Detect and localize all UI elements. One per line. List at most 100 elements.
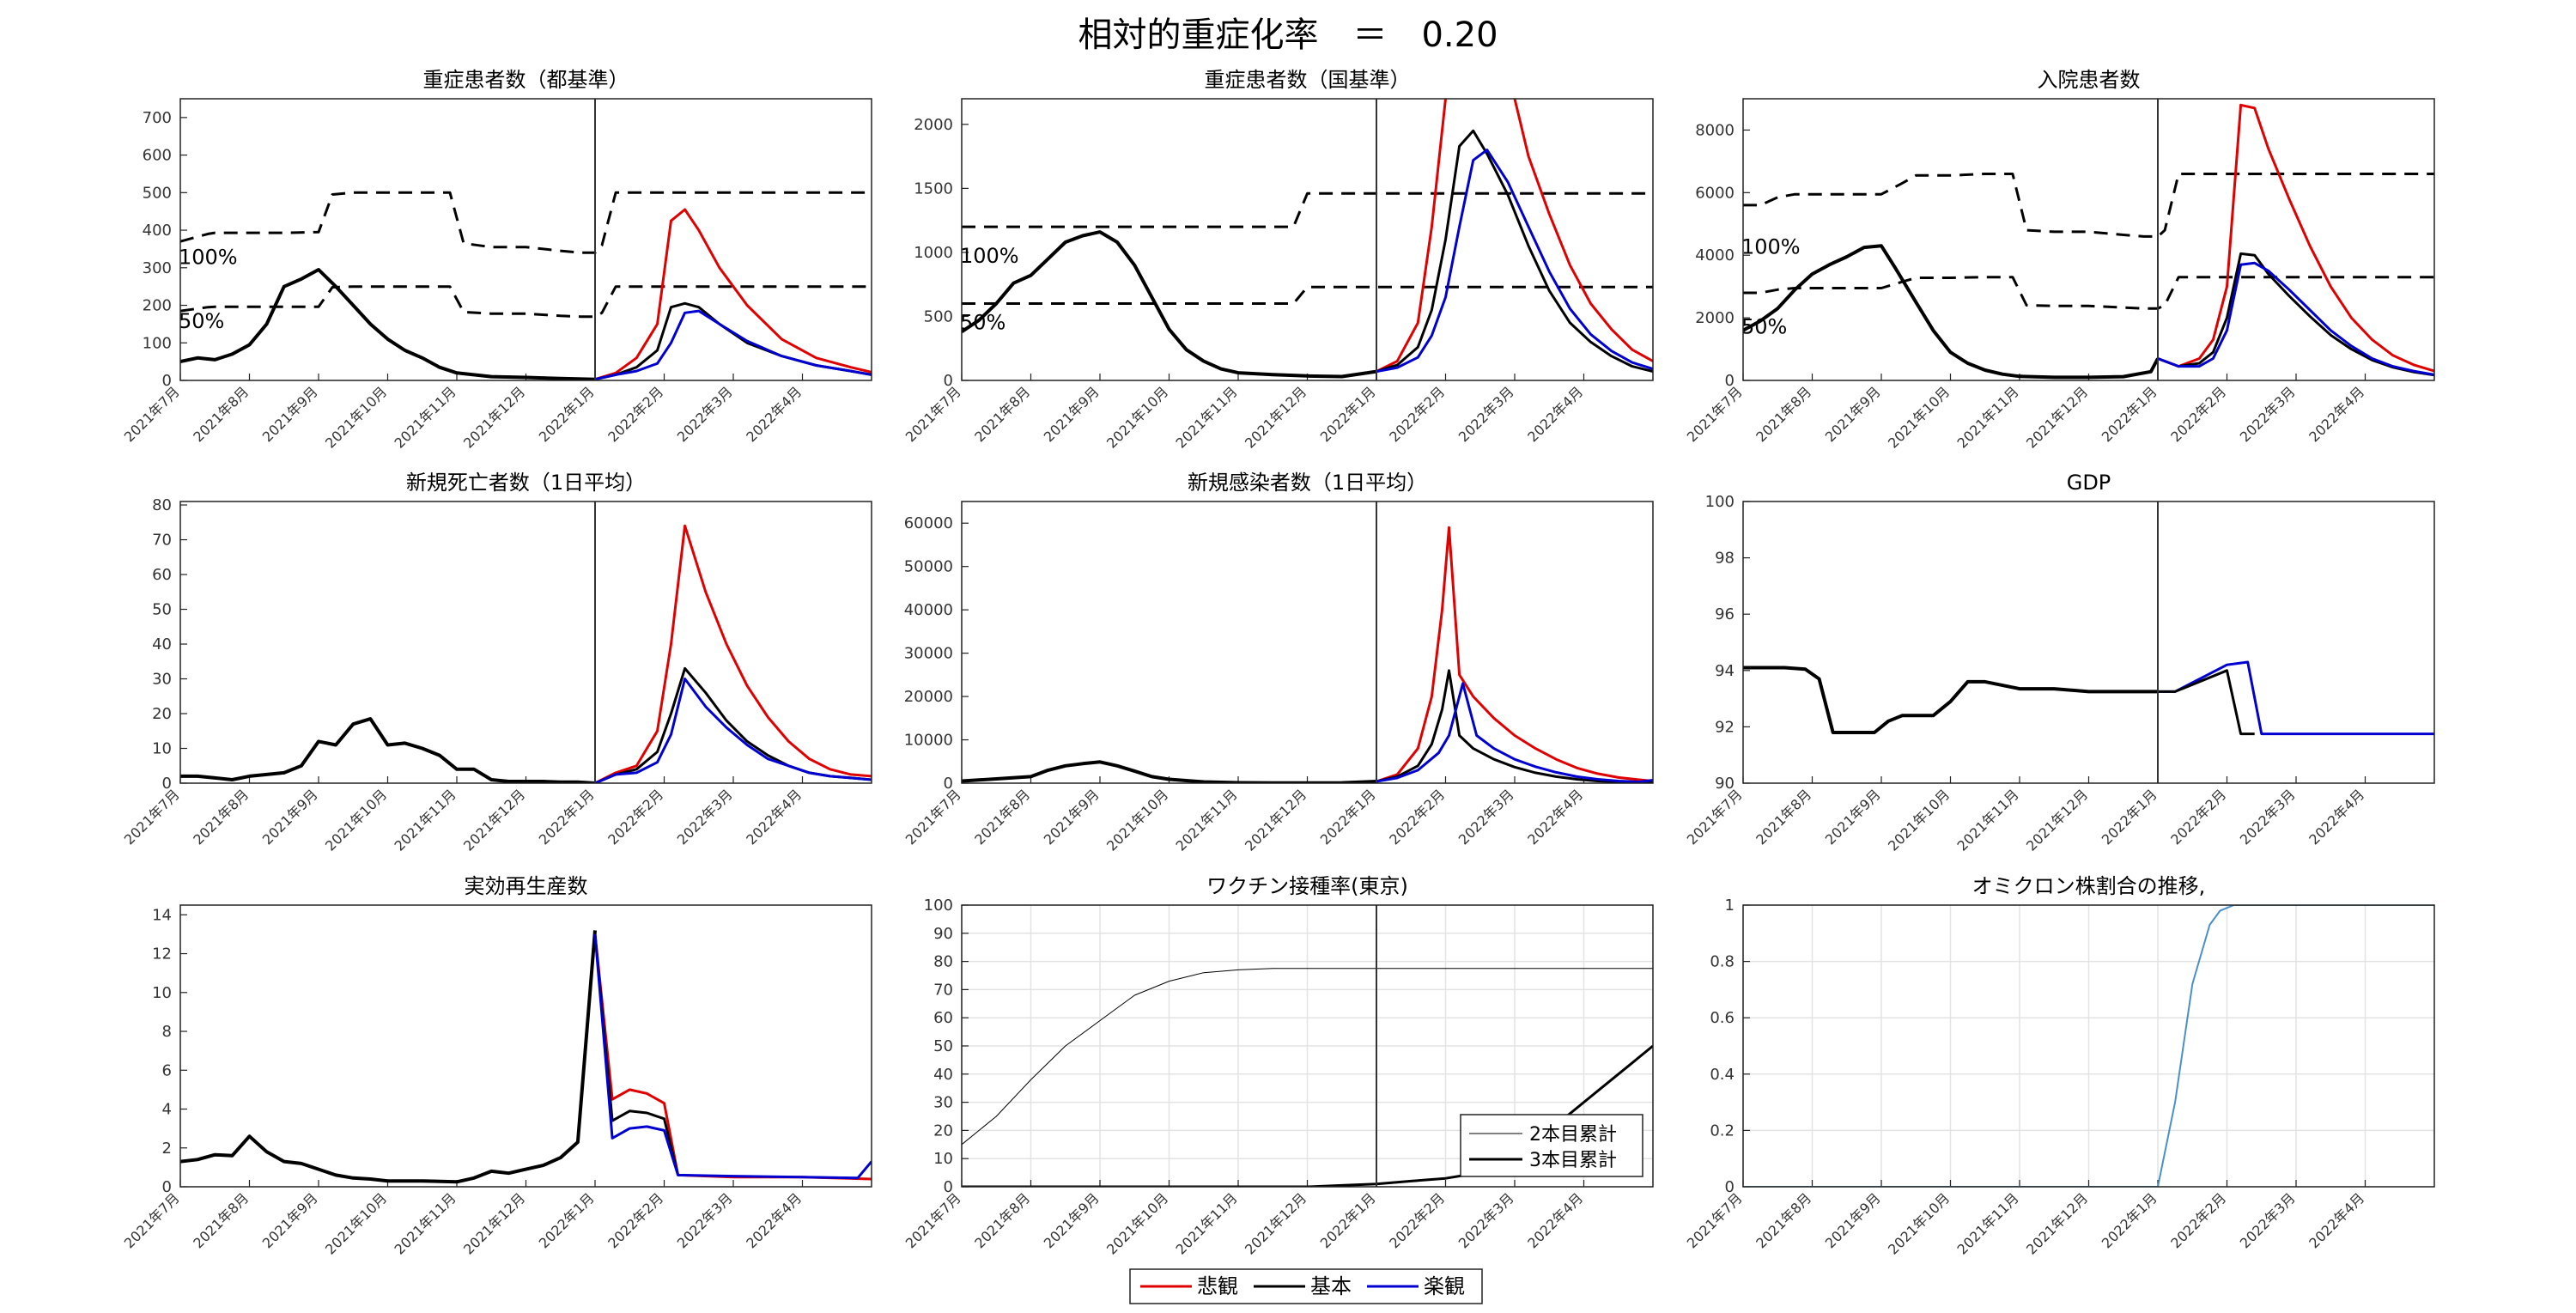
- x-tick-label: 2022年3月: [2237, 1189, 2299, 1251]
- chart-legend: 2本目累計 3本目累計: [1460, 1114, 1643, 1177]
- y-tick-label: 94: [1715, 662, 1735, 680]
- series-line: [962, 191, 1653, 228]
- x-tick-label: 2022年3月: [674, 786, 736, 848]
- y-tick-label: 10: [152, 984, 172, 1002]
- y-tick-label: 4: [162, 1101, 172, 1119]
- x-tick-label: 2022年1月: [1317, 383, 1379, 445]
- y-tick-label: 700: [143, 109, 172, 127]
- x-tick-label: 2021年9月: [1822, 786, 1884, 848]
- y-tick-label: 0: [162, 775, 172, 793]
- x-tick-label: 2021年11月: [392, 1189, 459, 1257]
- chart-title: ワクチン接種率(東京): [1206, 874, 1408, 898]
- y-tick-label: 70: [933, 981, 953, 999]
- series-line: [1513, 99, 1653, 362]
- y-tick-label: 50: [152, 601, 172, 619]
- series-line: [180, 268, 596, 380]
- x-tick-label: 2022年3月: [674, 383, 736, 445]
- chart-title: オミクロン株割合の推移,: [1972, 874, 2206, 898]
- x-tick-label: 2021年8月: [971, 786, 1033, 848]
- x-tick-label: 2021年9月: [259, 1189, 321, 1251]
- plot-frame: [179, 501, 872, 784]
- chart-title: 新規死亡者数（1日平均）: [406, 471, 646, 495]
- plot-frame: [179, 98, 872, 381]
- chart-omicron-share: オミクロン株割合の推移, 0 0.2 0.4 0.6 0.8 1 2021年7月 2021年8月…: [1684, 874, 2435, 1258]
- y-tick-label: 30: [152, 671, 172, 689]
- y-tick-label: 20: [933, 1122, 953, 1140]
- series-line: [594, 524, 872, 783]
- y-tick-label: 96: [1715, 605, 1735, 623]
- x-tick-label: 2022年1月: [2099, 1189, 2160, 1251]
- series-line: [593, 933, 872, 1180]
- x-tick-label: 2022年4月: [743, 1189, 805, 1251]
- x-tick-label: 2022年2月: [2167, 1189, 2229, 1251]
- y-tick-label: 0: [944, 1178, 953, 1196]
- series-line: [1376, 129, 1653, 374]
- x-tick-label: 2021年8月: [190, 1189, 252, 1251]
- x-tick-label: 2022年2月: [1386, 1189, 1448, 1251]
- series-group: [180, 930, 872, 1184]
- y-tick-label: 14: [152, 906, 172, 924]
- series-line: [962, 968, 1653, 1146]
- x-tick-label: 2022年4月: [2306, 786, 2367, 848]
- series-group: [1743, 660, 2434, 736]
- y-tick-label: 4000: [1695, 246, 1735, 264]
- x-tick-label: 2021年11月: [1954, 1189, 2022, 1257]
- x-tick-label: 2021年10月: [1885, 383, 1953, 451]
- chart-title: 実効再生産数: [465, 874, 588, 898]
- series-line: [1376, 149, 1653, 374]
- series-line: [2157, 103, 2434, 373]
- x-tick-label: 2022年2月: [605, 383, 666, 445]
- y-tick-label: 10000: [904, 732, 953, 750]
- x-tick-label: 2022年2月: [1386, 786, 1448, 848]
- x-tick-label: 2021年7月: [1684, 786, 1746, 848]
- y-tick-label: 20000: [904, 688, 953, 706]
- x-tick-label: 2022年1月: [2099, 786, 2160, 848]
- series-line: [180, 285, 872, 319]
- threshold-annotation: 100%: [960, 244, 1019, 268]
- chart-title: GDP: [2067, 471, 2111, 495]
- y-tick-label: 0: [162, 372, 172, 390]
- series-line: [1743, 244, 2160, 380]
- legend-label: 楽観: [1424, 1274, 1465, 1298]
- x-tick-label: 2022年2月: [1386, 383, 1448, 445]
- threshold-annotation: 100%: [1741, 234, 1801, 258]
- y-tick-label: 10: [152, 740, 172, 758]
- y-tick-label: 2: [162, 1140, 172, 1158]
- x-tick-label: 2021年8月: [1753, 1189, 1814, 1251]
- y-tick-label: 6: [162, 1061, 172, 1079]
- x-tick-label: 2021年8月: [1753, 786, 1814, 848]
- y-tick-label: 40: [933, 1066, 953, 1084]
- series-line: [1743, 276, 2434, 310]
- y-tick-label: 1500: [914, 179, 953, 198]
- y-tick-label: 400: [143, 222, 172, 240]
- x-tick-label: 2021年9月: [1041, 1189, 1103, 1251]
- series-line: [1376, 526, 1653, 783]
- x-tick-label: 2022年3月: [1455, 383, 1517, 445]
- y-tick-label: 0: [1725, 372, 1735, 390]
- series-line: [1743, 666, 2158, 734]
- chart-vaccination: ワクチン接種率(東京) 0 10 20 30 40 50 60 70 80 90 100 2021年7月…: [902, 874, 1654, 1258]
- x-tick-label: 2021年7月: [121, 383, 183, 445]
- series-line: [1376, 669, 1653, 783]
- plot-frame: [961, 501, 1654, 784]
- y-tick-label: 6000: [1695, 184, 1735, 202]
- y-tick-label: 30: [933, 1094, 953, 1112]
- threshold-annotation: 50%: [960, 310, 1005, 334]
- y-tick-label: 500: [924, 307, 953, 325]
- x-tick-label: 2022年2月: [605, 1189, 666, 1251]
- plot-area: [962, 99, 1653, 380]
- plot-area: [180, 99, 872, 380]
- legend-label: 3本目累計: [1529, 1150, 1617, 1171]
- x-tick-label: 2021年10月: [1103, 1189, 1171, 1257]
- y-tick-label: 1: [1725, 897, 1735, 915]
- plot-frame: [961, 98, 1654, 381]
- x-tick-label: 2021年8月: [971, 383, 1033, 445]
- x-tick-label: 2021年9月: [1041, 786, 1103, 848]
- x-tick-label: 2022年1月: [536, 383, 598, 445]
- x-tick-label: 2022年3月: [2237, 786, 2299, 848]
